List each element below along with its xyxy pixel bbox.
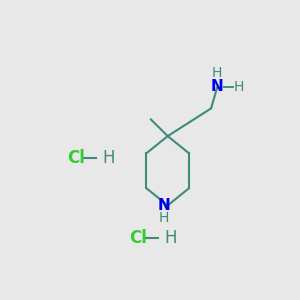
- Text: H: H: [212, 66, 223, 80]
- Text: Cl: Cl: [129, 229, 147, 247]
- Text: N: N: [158, 198, 170, 213]
- Text: H: H: [159, 211, 169, 225]
- Text: N: N: [211, 79, 224, 94]
- Text: H: H: [103, 149, 115, 167]
- Text: H: H: [165, 229, 177, 247]
- Text: H: H: [234, 80, 244, 94]
- Text: Cl: Cl: [67, 149, 85, 167]
